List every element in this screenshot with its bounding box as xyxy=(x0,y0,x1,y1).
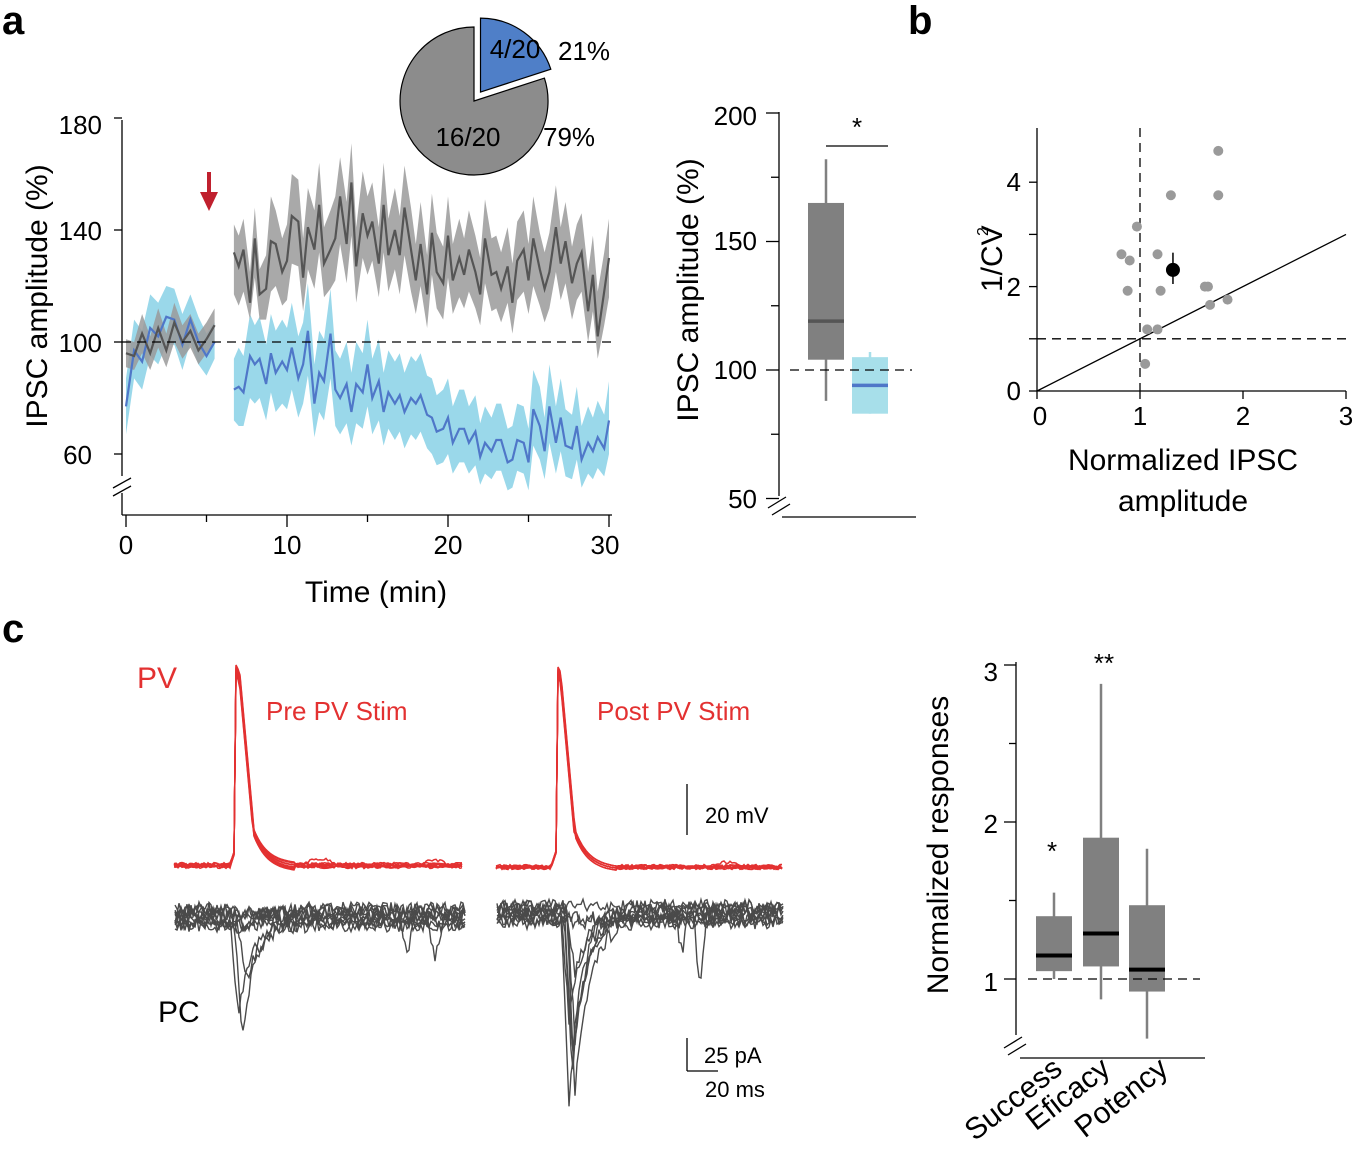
series-line-blue xyxy=(233,330,611,465)
x-axis-title: amplitude xyxy=(1118,485,1248,518)
scatter-point xyxy=(1124,255,1135,266)
identity-line xyxy=(1036,233,1347,392)
normalized-responses-box-plot: * ** 3 2 1 Normalized responses Success … xyxy=(922,648,1205,1147)
pie-slice-percent: 79% xyxy=(543,122,595,152)
scatter-point xyxy=(1152,249,1163,260)
series-line-gray xyxy=(125,319,216,358)
y-tick-label: 2 xyxy=(1007,272,1021,302)
amplitude-box-plot: * 200 150 100 50 IPSC amplitude (%) xyxy=(672,101,916,518)
y-axis-title: IPSC amplitude (%) xyxy=(21,164,54,427)
axis-break-mark xyxy=(1007,1043,1027,1056)
scatter-point xyxy=(1116,249,1127,260)
box-potency xyxy=(1129,905,1165,992)
significance-star: * xyxy=(1047,836,1057,866)
y-tick-label: 50 xyxy=(728,484,757,514)
scatter-point xyxy=(1202,281,1213,292)
y-tick-label: 150 xyxy=(714,226,757,256)
pv-trace-post xyxy=(495,677,783,870)
scatter-point xyxy=(1142,324,1153,335)
x-tick-label: 1 xyxy=(1133,401,1147,431)
scatter-point xyxy=(1155,285,1166,296)
pv-trace-pre xyxy=(173,675,463,867)
y-axis-title: 1/CV xyxy=(976,225,1009,292)
voltage-scale-label: 20 mV xyxy=(705,803,769,828)
y-tick-label: 100 xyxy=(714,355,757,385)
scatter-point xyxy=(1222,294,1233,305)
pie-chart: 4/20 21% 16/20 79% xyxy=(399,17,610,176)
y-axis-title-superscript: 2 xyxy=(975,227,992,236)
scatter-point xyxy=(1213,145,1224,156)
y-tick-label: 3 xyxy=(984,657,998,687)
y-tick-label: 100 xyxy=(59,328,102,358)
y-tick-label: 4 xyxy=(1007,167,1021,197)
stimulus-arrow-icon xyxy=(200,172,218,211)
y-tick-label: 200 xyxy=(714,101,757,131)
x-tick-label: 10 xyxy=(273,530,302,560)
scatter-point xyxy=(1205,299,1216,310)
box-gray xyxy=(808,202,844,360)
cv-scatter-plot: 0 2 4 0 1 2 3 Normalized IPSC amplitude … xyxy=(975,128,1353,518)
pc-trace-pre xyxy=(174,908,465,1031)
pc-trace-post xyxy=(496,905,784,1070)
axis-break-mark xyxy=(112,477,132,489)
scatter-point xyxy=(1122,285,1133,296)
pc-trace-pre xyxy=(174,899,466,934)
pie-slice-16-20 xyxy=(399,26,549,176)
post-stim-label: Post PV Stim xyxy=(597,696,750,726)
pc-trace-post xyxy=(496,897,784,916)
error-band-blue xyxy=(233,283,609,491)
pre-stim-label: Pre PV Stim xyxy=(266,696,408,726)
y-tick-label: 1 xyxy=(984,967,998,997)
example-traces: PV PC Pre PV Stim Post PV Stim 20 mV 25 … xyxy=(137,662,784,1107)
y-tick-label: 0 xyxy=(1007,376,1021,406)
y-tick-label: 180 xyxy=(59,110,102,140)
pc-trace-pre xyxy=(174,912,466,1014)
x-tick-label: 0 xyxy=(119,530,133,560)
y-axis-title: IPSC amplitude (%) xyxy=(672,158,705,421)
pc-label: PC xyxy=(158,996,200,1029)
panel-letter-c: c xyxy=(2,607,24,651)
x-tick-label: 0 xyxy=(1033,401,1047,431)
pc-trace-post xyxy=(496,912,784,1096)
axis-break-mark xyxy=(112,485,132,497)
x-tick-label: 3 xyxy=(1339,401,1353,431)
significance-star: ** xyxy=(1094,648,1114,678)
current-scale-label: 25 pA xyxy=(704,1043,762,1068)
panel-letter-a: a xyxy=(2,0,25,43)
y-axis-title: Normalized responses xyxy=(922,696,955,994)
significance-star: * xyxy=(852,112,862,142)
panel-letter-b: b xyxy=(908,0,932,43)
pie-slice-label: 16/20 xyxy=(435,122,500,152)
scatter-point xyxy=(1152,324,1163,335)
x-axis-title: Normalized IPSC xyxy=(1068,444,1298,477)
box-eficacy xyxy=(1083,837,1119,967)
axis-break-mark xyxy=(1003,1036,1023,1049)
mean-point xyxy=(1165,262,1180,277)
x-axis-title: Time (min) xyxy=(305,576,447,609)
scatter-point xyxy=(1140,358,1151,369)
series-line-blue xyxy=(124,315,216,407)
scatter-point xyxy=(1213,190,1224,201)
scatter-point xyxy=(1131,221,1142,232)
scatter-point xyxy=(1165,190,1176,201)
pie-slice-4-20 xyxy=(479,17,552,93)
box-success xyxy=(1036,916,1072,972)
time-scale-label: 20 ms xyxy=(705,1077,765,1102)
series-line-gray xyxy=(232,182,611,337)
x-tick-label: 30 xyxy=(591,530,620,560)
pie-slice-label: 4/20 xyxy=(490,34,541,64)
pv-label: PV xyxy=(137,662,177,695)
timecourse-chart: 60 100 140 180 0 10 20 30 Time (min) IPS… xyxy=(21,110,619,609)
x-tick-label: 2 xyxy=(1236,401,1250,431)
y-tick-label: 140 xyxy=(59,216,102,246)
x-tick-label: 20 xyxy=(434,530,463,560)
pv-trace-pre xyxy=(173,673,463,868)
pie-slice-percent: 21% xyxy=(558,36,610,66)
axis-break-mark xyxy=(771,503,791,516)
y-tick-label: 60 xyxy=(63,440,92,470)
axis-break-mark xyxy=(767,496,787,509)
y-tick-label: 2 xyxy=(984,809,998,839)
